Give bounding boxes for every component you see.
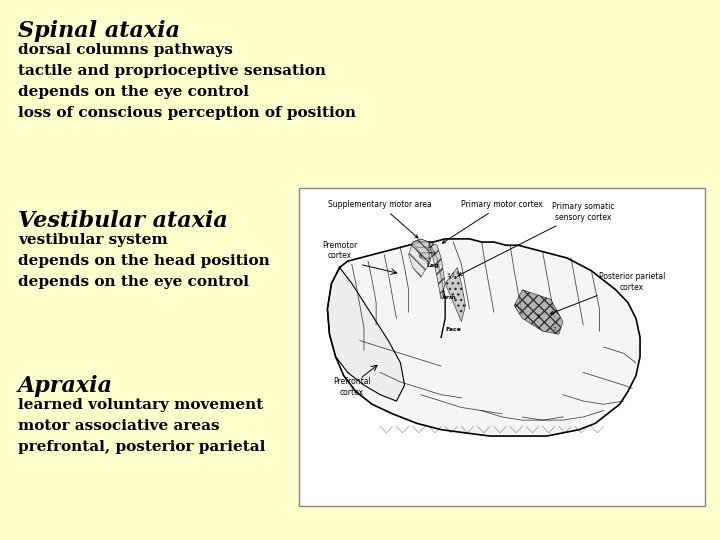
Bar xyxy=(299,188,705,506)
Text: Primary somatic
sensory cortex: Primary somatic sensory cortex xyxy=(459,202,614,275)
Polygon shape xyxy=(429,242,445,299)
Text: Prefrontal
cortex: Prefrontal cortex xyxy=(333,377,371,397)
Text: Face: Face xyxy=(445,327,462,332)
Text: Leg: Leg xyxy=(427,264,439,268)
Polygon shape xyxy=(328,267,405,401)
Text: Posterior parietal
cortex: Posterior parietal cortex xyxy=(550,272,665,314)
Text: motor associative areas: motor associative areas xyxy=(18,419,220,433)
Text: 6: 6 xyxy=(419,254,423,259)
Text: Supplementary motor area: Supplementary motor area xyxy=(328,200,432,238)
Text: learned voluntary movement: learned voluntary movement xyxy=(18,398,264,412)
Text: Spinal ataxia: Spinal ataxia xyxy=(18,20,180,42)
Text: vestibular system: vestibular system xyxy=(18,233,168,247)
Text: loss of conscious perception of position: loss of conscious perception of position xyxy=(18,106,356,120)
Text: prefrontal, posterior parietal: prefrontal, posterior parietal xyxy=(18,440,266,454)
Text: Apraxia: Apraxia xyxy=(18,375,113,397)
Polygon shape xyxy=(328,239,640,436)
Text: 3,1,2: 3,1,2 xyxy=(446,273,460,278)
Polygon shape xyxy=(413,239,433,264)
Polygon shape xyxy=(514,290,563,334)
Text: tactile and proprioceptive sensation: tactile and proprioceptive sensation xyxy=(18,64,326,78)
Polygon shape xyxy=(445,267,465,321)
Text: 5: 5 xyxy=(537,314,540,319)
Text: dorsal columns pathways: dorsal columns pathways xyxy=(18,43,233,57)
Polygon shape xyxy=(409,239,429,277)
Text: depends on the eye control: depends on the eye control xyxy=(18,85,249,99)
Text: 7: 7 xyxy=(553,327,557,332)
Text: Premotor
cortex: Premotor cortex xyxy=(322,240,357,260)
Text: depends on the head position: depends on the head position xyxy=(18,254,270,268)
Text: Primary motor cortex: Primary motor cortex xyxy=(442,200,543,243)
Text: Arm: Arm xyxy=(442,295,456,300)
Text: depends on the eye control: depends on the eye control xyxy=(18,275,249,289)
Text: 4: 4 xyxy=(431,251,435,256)
Text: Vestibular ataxia: Vestibular ataxia xyxy=(18,210,228,232)
